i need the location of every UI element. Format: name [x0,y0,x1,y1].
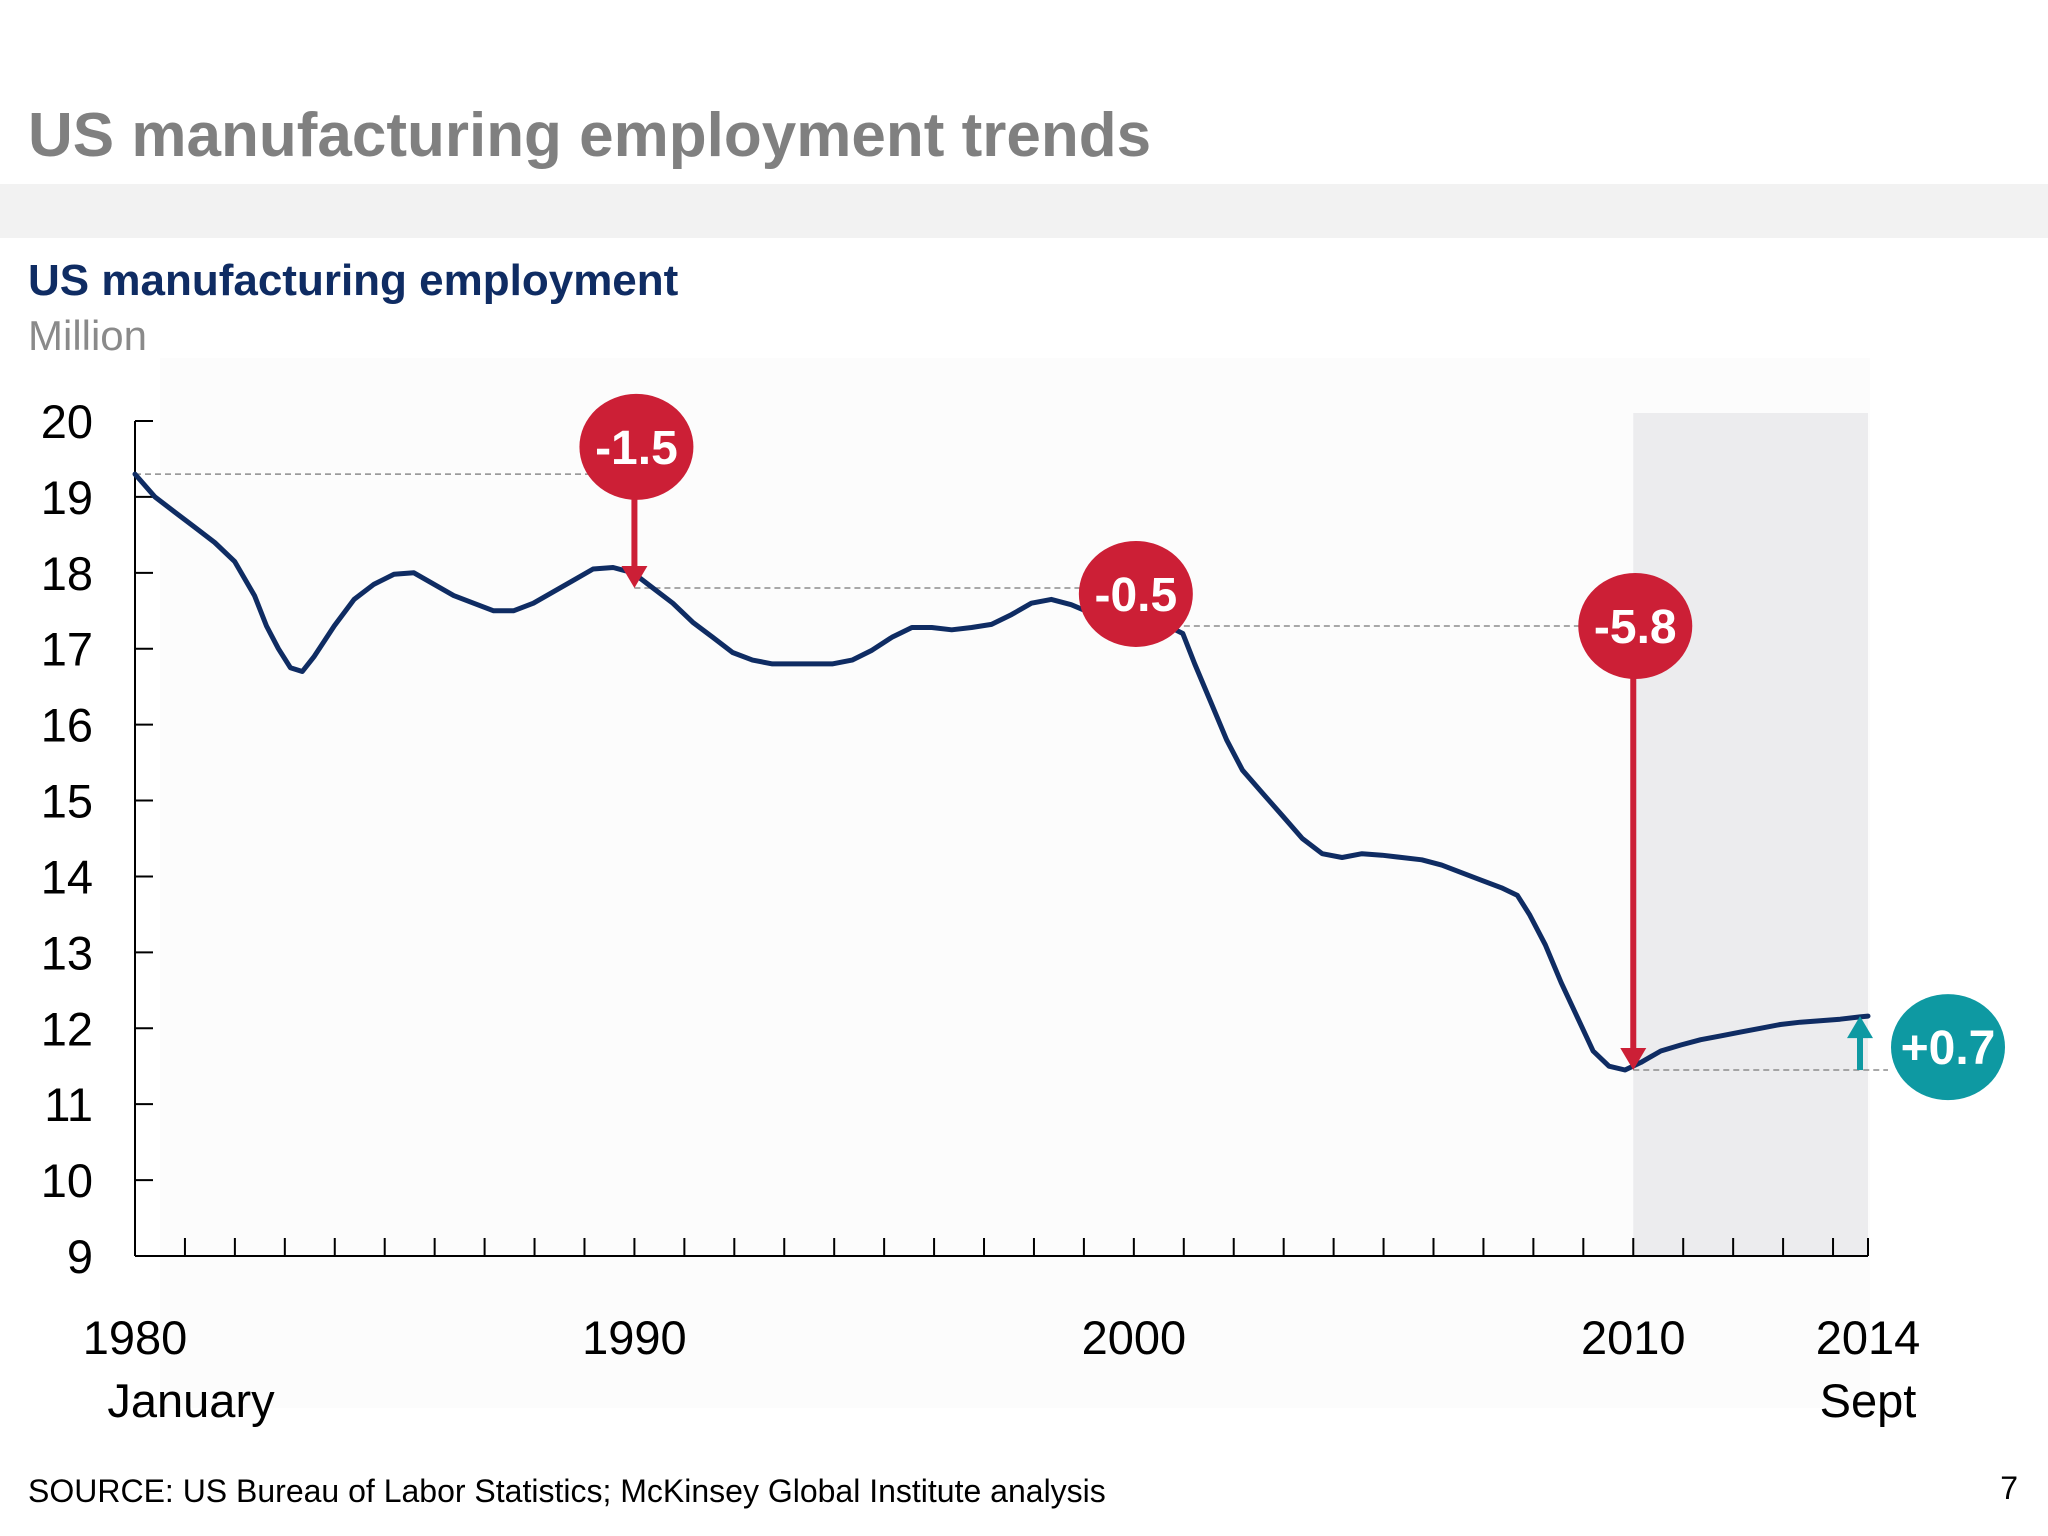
callout-arrowhead [1620,1048,1647,1071]
x-tick-label: 2010 [1581,1311,1686,1364]
plot-background [160,358,1870,1408]
x-tick-sublabel: Sept [1820,1374,1917,1427]
y-tick-label: 13 [41,926,93,979]
x-tick-sublabel: January [107,1374,275,1427]
callout-bubble [1578,573,1693,679]
callout-label: -0.5 [1094,569,1177,622]
y-tick-label: 9 [67,1230,93,1283]
callout-arrowhead [621,566,648,588]
chart-unit-label: Million [28,312,148,359]
series-line [132,471,1871,1073]
callout-arrowhead [1847,1016,1873,1039]
page-number: 7 [2000,1470,2018,1506]
y-tick-label: 11 [44,1078,93,1131]
callout-bubble [579,393,694,500]
callout-bubble [1891,994,2005,1101]
y-tick-label: 14 [41,850,93,903]
x-tick-label: 1990 [582,1311,687,1364]
callout-label: +0.7 [1901,1022,1996,1075]
callout-bubble [1078,540,1193,647]
y-tick-label: 17 [41,623,93,676]
callout-label: -1.5 [595,422,678,475]
x-tick-label: 2014 [1816,1311,1921,1364]
title-band [0,184,2048,238]
y-tick-label: 16 [41,699,93,752]
y-tick-label: 18 [41,547,93,600]
y-tick-label: 20 [41,395,93,448]
x-tick-label: 2000 [1082,1311,1187,1364]
x-tick-label: 1980 [83,1311,188,1364]
source-note: SOURCE: US Bureau of Labor Statistics; M… [28,1473,1106,1509]
highlight-band [1633,413,1868,1256]
slide-title: US manufacturing employment trends [28,101,1152,170]
y-tick-label: 12 [41,1002,93,1055]
chart-title: US manufacturing employment [28,256,679,305]
callout-label: -5.8 [1594,601,1677,654]
y-tick-label: 10 [41,1154,93,1207]
y-tick-label: 15 [41,775,93,828]
y-tick-label: 19 [41,471,93,524]
